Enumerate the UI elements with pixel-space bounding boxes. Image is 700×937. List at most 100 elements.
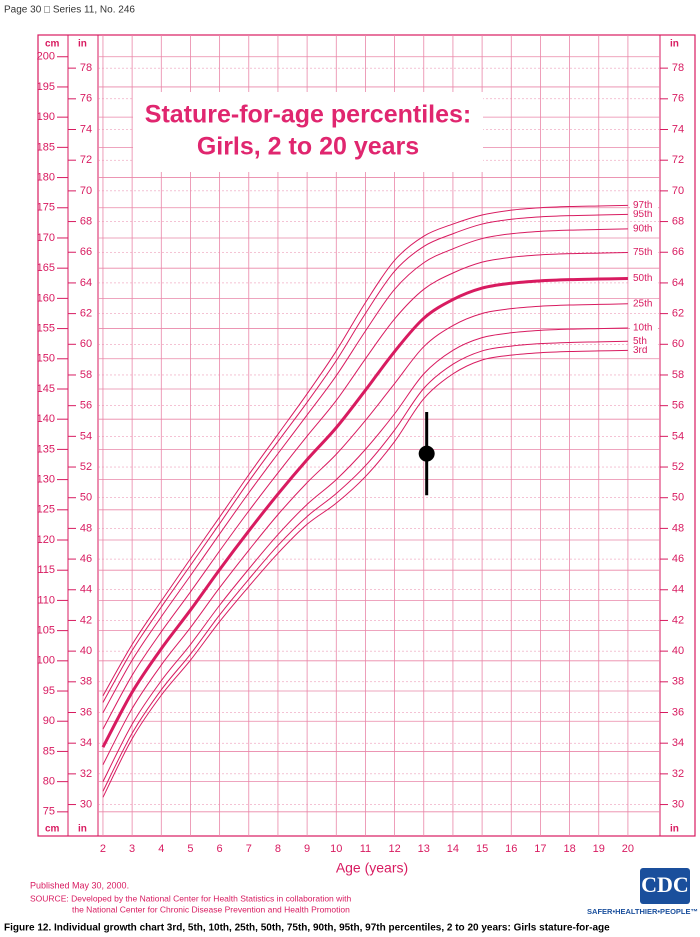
y2-tick-label: 46 (672, 553, 684, 565)
y2-tick-label: 62 (80, 308, 92, 320)
y2-tick-label: 76 (80, 93, 92, 105)
y2-tick-label: 68 (80, 215, 92, 227)
y2-tick-label: 48 (672, 522, 684, 534)
x-tick-label: 2 (100, 843, 106, 855)
x-tick-label: 19 (593, 843, 605, 855)
y-tick-label: 160 (37, 292, 55, 304)
x-tick-label: 7 (246, 843, 252, 855)
y2-tick-label: 70 (80, 185, 92, 197)
y-tick-label: 115 (37, 564, 55, 576)
x-tick-label: 10 (330, 843, 342, 855)
y-unit: cm (45, 39, 60, 50)
y2-unit: in (670, 39, 679, 50)
percentile-curve (102, 213, 628, 703)
percentile-curve (102, 340, 628, 792)
y2-tick-label: 54 (672, 430, 684, 442)
y2-tick-label: 34 (672, 737, 684, 749)
legend-bg (630, 336, 658, 347)
y-tick-label: 155 (37, 322, 55, 334)
y-tick-label: 175 (37, 202, 55, 214)
slogan: SAFER•HEALTHIER•PEOPLE™ (587, 907, 698, 916)
legend-label: 95th (633, 209, 652, 220)
x-tick-label: 14 (447, 843, 459, 855)
y-tick-label: 190 (37, 111, 55, 123)
y2-unit: in (670, 824, 679, 835)
y2-tick-label: 36 (672, 706, 684, 718)
legend-label: 50th (633, 273, 652, 284)
y2-tick-label: 32 (80, 768, 92, 780)
legend-label: 3rd (633, 345, 647, 356)
published: Published May 30, 2000. (30, 880, 129, 890)
chart-frame (37, 34, 696, 837)
legend-bg (630, 223, 658, 234)
y2-tick-label: 38 (672, 676, 684, 688)
chart-title: Stature-for-age percentiles: (145, 101, 471, 129)
y2-tick-label: 66 (672, 246, 684, 258)
y2-tick-label: 78 (672, 62, 684, 74)
x-tick-label: 13 (418, 843, 430, 855)
legend-label: 10th (633, 323, 652, 334)
y2-unit: in (78, 824, 87, 835)
y2-tick-label: 40 (672, 645, 684, 657)
legend-bg (630, 298, 658, 309)
y2-tick-label: 58 (672, 369, 684, 381)
chart-title: Girls, 2 to 20 years (197, 133, 419, 161)
legend-bg (630, 209, 658, 220)
legend-bg (630, 247, 658, 258)
x-axis-label: Age (years) (336, 860, 408, 876)
y2-tick-label: 64 (672, 277, 684, 289)
y-tick-label: 140 (37, 413, 55, 425)
y2-tick-label: 66 (80, 246, 92, 258)
percentile-curve (102, 349, 628, 798)
y-unit: cm (45, 824, 60, 835)
x-tick-label: 3 (129, 843, 135, 855)
legend-label: 97th (633, 200, 652, 211)
y2-unit: in (78, 39, 87, 50)
y2-tick-label: 52 (672, 461, 684, 473)
percentile-curve (102, 251, 628, 730)
y2-tick-label: 76 (672, 93, 684, 105)
legend-label: 5th (633, 336, 647, 347)
x-tick-label: 20 (622, 843, 634, 855)
title-box (133, 92, 483, 172)
y2-tick-label: 42 (672, 614, 684, 626)
y2-tick-label: 58 (80, 369, 92, 381)
y2-tick-label: 38 (80, 676, 92, 688)
data-point (418, 445, 435, 462)
y2-tick-label: 62 (672, 308, 684, 320)
y2-tick-label: 74 (80, 123, 92, 135)
y-tick-label: 185 (37, 141, 55, 153)
y-tick-label: 150 (37, 353, 55, 365)
legend-bg (630, 200, 658, 211)
y2-tick-label: 74 (672, 123, 684, 135)
x-tick-label: 9 (304, 843, 310, 855)
x-tick-label: 15 (476, 843, 488, 855)
y2-tick-label: 60 (672, 338, 684, 350)
page-header: Page 30 □ Series 11, No. 246 (4, 5, 135, 16)
y-tick-label: 75 (43, 806, 55, 818)
y2-tick-label: 56 (80, 400, 92, 412)
y2-tick-label: 48 (80, 522, 92, 534)
y2-tick-label: 34 (80, 737, 92, 749)
y2-tick-label: 52 (80, 461, 92, 473)
y-tick-label: 145 (37, 383, 55, 395)
y2-tick-label: 30 (80, 798, 92, 810)
y-tick-label: 135 (37, 443, 55, 455)
percentile-curve (101, 276, 628, 748)
y2-tick-label: 68 (672, 215, 684, 227)
legend-label: 75th (633, 247, 652, 258)
source: the National Center for Chronic Disease … (72, 904, 350, 914)
y2-tick-label: 46 (80, 553, 92, 565)
x-tick-label: 5 (187, 843, 193, 855)
y-tick-label: 90 (43, 715, 55, 727)
x-tick-label: 4 (158, 843, 164, 855)
percentile-curve (102, 327, 628, 782)
y-tick-label: 105 (37, 625, 55, 637)
y2-tick-label: 30 (672, 798, 684, 810)
y2-tick-label: 54 (80, 430, 92, 442)
y-tick-label: 110 (37, 594, 55, 606)
caption: Figure 12. Individual growth chart 3rd, … (4, 923, 610, 934)
